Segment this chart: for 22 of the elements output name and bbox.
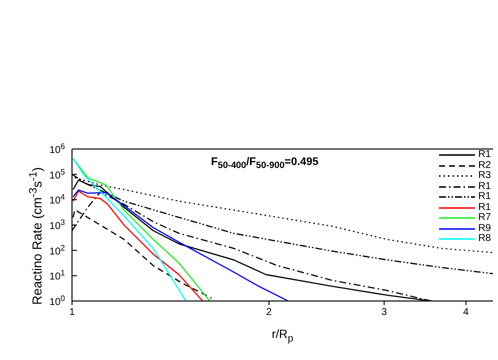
y-tick-label: 10$^{6}$ [49, 142, 66, 156]
x-tick-label: 3 [381, 307, 388, 318]
annotation: F$_{50-400}$/F$_{50-900}$=0.495 [211, 156, 318, 170]
legend-label: R9 [478, 222, 491, 234]
y-tick-label: 10$^{5}$ [49, 166, 66, 182]
y-tick-label: 10$^{0}$ [49, 294, 66, 308]
legend-label: R3 [478, 170, 491, 182]
y-tick-label: 10$^{4}$ [49, 192, 66, 207]
y-tick-label: 10$^{3}$ [49, 218, 66, 232]
y-tick-label: 10$^{1}$ [49, 268, 66, 283]
legend-label: R7 [478, 212, 491, 224]
legend-label: R1 [478, 191, 491, 202]
legend-label: R2 [478, 160, 491, 171]
x-tick-label: 1 [69, 307, 76, 318]
legend-label: R1 [478, 149, 491, 160]
x-axis-title: r/R$_{p}$ [272, 327, 294, 344]
legend-label: R8 [478, 233, 491, 244]
y-tick-label: 10$^{2}$ [49, 242, 66, 258]
legend-label: R1 [478, 180, 491, 192]
x-tick-label: 4 [463, 307, 470, 318]
x-tick-label: 2 [266, 307, 272, 318]
legend-label: R1 [478, 202, 491, 213]
